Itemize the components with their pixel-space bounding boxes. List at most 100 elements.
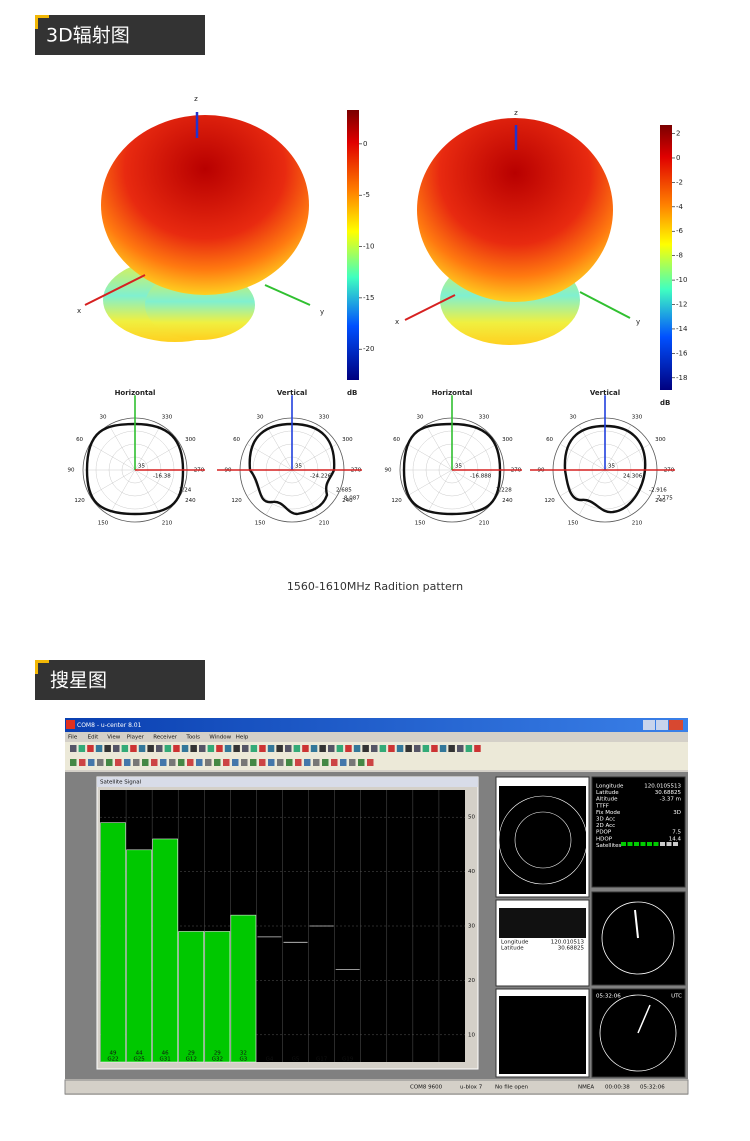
toolbar-icon[interactable] [164,745,172,752]
toolbar-icon[interactable] [70,759,77,766]
toolbar-icon[interactable] [223,759,230,766]
toolbar-icon[interactable] [199,745,206,752]
toolbar-icon[interactable] [379,745,387,752]
x-tick-label: G5 [292,1057,300,1063]
sat-indicator [673,842,678,846]
toolbar-icon[interactable] [95,745,103,752]
menu-item[interactable]: File [68,735,78,741]
toolbar-icon[interactable] [205,759,212,766]
polar-angle: 240 [655,498,666,504]
toolbar-icon[interactable] [267,745,275,752]
toolbar-icon[interactable] [207,745,215,752]
toolbar-icon[interactable] [70,745,77,752]
toolbar-icon[interactable] [295,759,302,766]
toolbar-icon[interactable] [353,745,361,752]
toolbar-icon[interactable] [439,745,447,752]
colorbar [660,125,672,390]
toolbar-icon[interactable] [87,745,94,752]
toolbar-icon[interactable] [97,759,104,766]
toolbar-icon[interactable] [431,745,438,752]
menu-item[interactable]: Window [209,735,231,741]
toolbar-icon[interactable] [169,759,176,766]
toolbar-icon[interactable] [187,759,194,766]
toolbar-icon[interactable] [130,745,137,752]
toolbar-icon[interactable] [336,745,344,752]
toolbar-icon[interactable] [113,745,120,752]
toolbar-icon[interactable] [160,759,167,766]
toolbar-icon[interactable] [457,745,464,752]
toolbar-icon[interactable] [362,745,369,752]
toolbar-icon[interactable] [181,745,189,752]
menu-item[interactable]: Help [236,735,249,741]
toolbar-icon[interactable] [173,745,180,752]
toolbar-icon[interactable] [142,759,149,766]
toolbar-icon[interactable] [293,745,301,752]
toolbar-icon[interactable] [313,759,320,766]
polar-angle: 300 [655,437,666,443]
toolbar-icon[interactable] [138,745,146,752]
menu-item[interactable]: View [107,735,121,741]
toolbar-icon[interactable] [259,745,266,752]
toolbar-icon[interactable] [216,745,223,752]
toolbar-icon[interactable] [367,759,374,766]
toolbar-icon[interactable] [190,745,197,752]
toolbar-icon[interactable] [259,759,266,766]
toolbar-icon[interactable] [79,759,86,766]
toolbar-icon[interactable] [340,759,347,766]
menu-item[interactable]: Player [127,735,145,741]
toolbar-icon[interactable] [151,759,158,766]
toolbar-icon[interactable] [345,745,352,752]
polar-angle: 30 [570,415,577,421]
toolbar-icon[interactable] [224,745,232,752]
toolbar-icon[interactable] [286,759,293,766]
toolbar-icon[interactable] [328,745,335,752]
toolbar-icon[interactable] [250,745,258,752]
toolbar-icon[interactable] [276,745,283,752]
toolbar-icon[interactable] [156,745,163,752]
toolbar-icon[interactable] [242,745,249,752]
toolbar-icon[interactable] [396,745,404,752]
menu-item[interactable]: Tools [185,735,200,741]
toolbar-icon[interactable] [147,745,154,752]
toolbar-icon[interactable] [331,759,338,766]
colorbar-label: 0 [676,154,680,162]
toolbar-icon[interactable] [319,745,326,752]
toolbar-icon[interactable] [133,759,140,766]
toolbar-icon[interactable] [358,759,365,766]
toolbar-icon[interactable] [302,745,309,752]
sat-indicator [666,842,672,846]
toolbar-icon[interactable] [304,759,311,766]
toolbar-icon[interactable] [115,759,122,766]
toolbar-icon[interactable] [285,745,292,752]
toolbar-icon[interactable] [268,759,275,766]
toolbar-icon[interactable] [414,745,421,752]
toolbar-icon[interactable] [465,745,473,752]
toolbar-icon[interactable] [78,745,86,752]
toolbar-icon[interactable] [104,745,111,752]
toolbar-icon[interactable] [241,759,248,766]
toolbar-icon[interactable] [232,759,239,766]
toolbar-icon[interactable] [106,759,113,766]
toolbar-icon[interactable] [196,759,203,766]
toolbar-icon[interactable] [388,745,395,752]
toolbar-icon[interactable] [214,759,221,766]
polar-angle: 90 [385,468,392,474]
toolbar-icon[interactable] [277,759,284,766]
toolbar-icon[interactable] [88,759,95,766]
menu-item[interactable]: Receiver [153,735,178,741]
toolbar-icon[interactable] [178,759,185,766]
toolbar-icon[interactable] [121,745,129,752]
toolbar-icon[interactable] [405,745,412,752]
nav-value: -3.37 m [660,797,681,803]
toolbar-icon[interactable] [422,745,430,752]
toolbar-icon[interactable] [233,745,240,752]
toolbar-icon[interactable] [349,759,356,766]
toolbar-icon[interactable] [474,745,481,752]
toolbar-icon[interactable] [371,745,378,752]
menu-item[interactable]: Edit [88,735,99,741]
toolbar-icon[interactable] [310,745,318,752]
toolbar-icon[interactable] [448,745,455,752]
toolbar-icon[interactable] [124,759,131,766]
toolbar-icon[interactable] [322,759,329,766]
toolbar-icon[interactable] [250,759,257,766]
